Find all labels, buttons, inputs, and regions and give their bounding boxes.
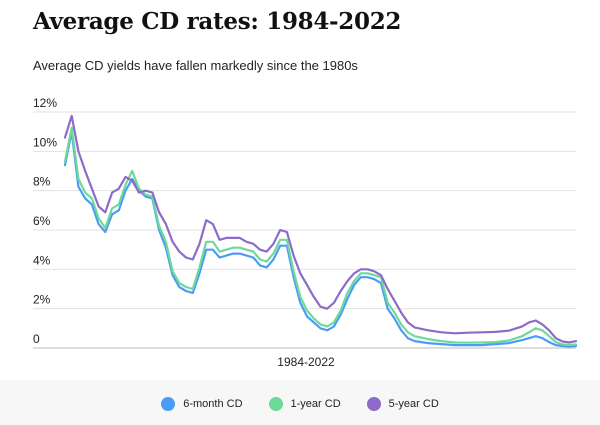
y-tick-label: 6% bbox=[33, 214, 51, 228]
series-line-6-month-cd bbox=[63, 130, 578, 348]
legend-background bbox=[0, 380, 600, 425]
y-tick-label: 2% bbox=[33, 293, 51, 307]
y-tick-label: 10% bbox=[33, 135, 57, 149]
y-tick-label: 8% bbox=[33, 175, 51, 189]
line-chart: 0 2% 4% 6% 8% 10% 12% 1984-2022 bbox=[33, 96, 578, 369]
chart-title: Average CD rates: 1984-2022 bbox=[33, 8, 402, 35]
legend-swatch bbox=[366, 397, 381, 411]
y-tick-label: 4% bbox=[33, 253, 51, 267]
y-tick-label: 0 bbox=[33, 332, 40, 346]
y-axis-ticks: 0 2% 4% 6% 8% 10% 12% bbox=[33, 96, 57, 346]
legend-label: 6-month CD bbox=[183, 398, 243, 410]
x-axis-label: 1984-2022 bbox=[277, 355, 335, 369]
series-lines bbox=[63, 114, 578, 348]
legend-swatch bbox=[161, 397, 176, 411]
legend-item: 6-month CD bbox=[161, 397, 243, 411]
series-line-1-year-cd bbox=[63, 126, 578, 347]
legend-item: 5-year CD bbox=[366, 397, 439, 411]
legend-label: 5-year CD bbox=[388, 398, 439, 410]
y-tick-label: 12% bbox=[33, 96, 57, 110]
chart-subtitle: Average CD yields have fallen markedly s… bbox=[33, 58, 358, 73]
legend: 6-month CD 1-year CD 5-year CD bbox=[0, 397, 600, 411]
legend-swatch bbox=[268, 397, 283, 411]
legend-label: 1-year CD bbox=[290, 398, 341, 410]
series-line-5-year-cd bbox=[63, 114, 578, 344]
legend-item: 1-year CD bbox=[268, 397, 341, 411]
